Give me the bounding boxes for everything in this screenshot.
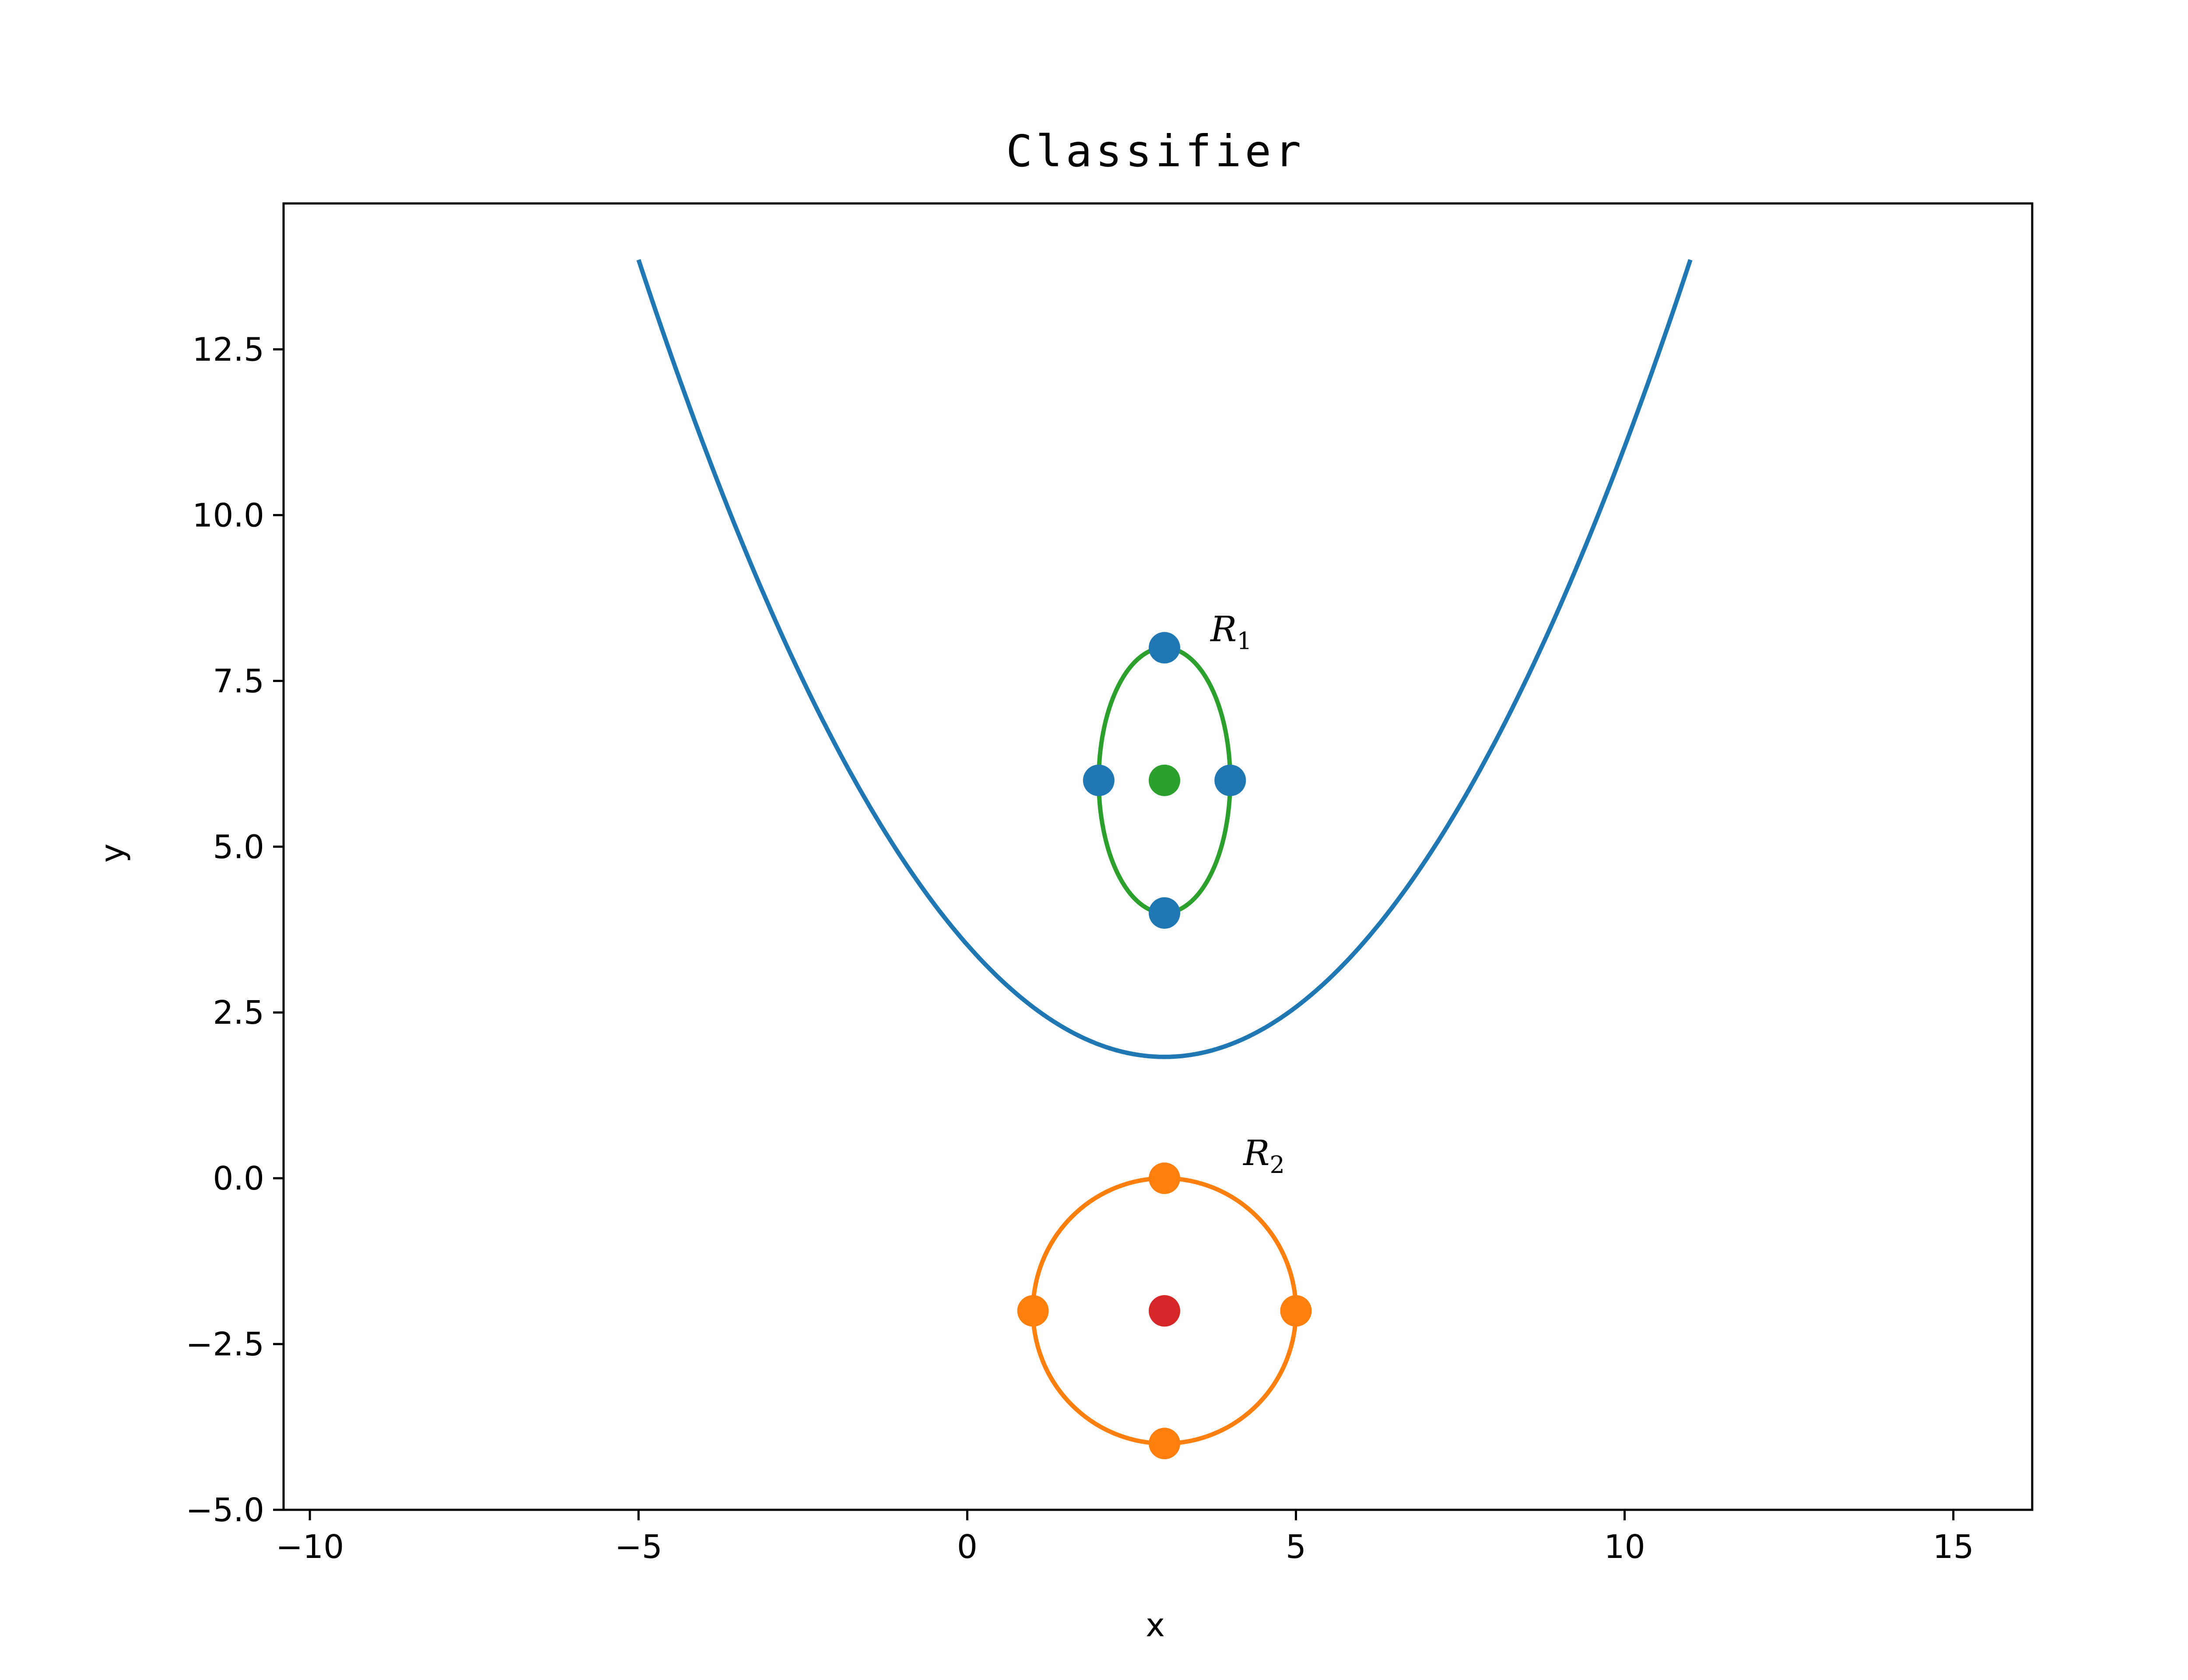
data-point	[1214, 764, 1246, 796]
y-tick-label: 0.0	[213, 1160, 264, 1197]
y-tick-label: −5.0	[186, 1491, 264, 1529]
data-point	[1149, 764, 1181, 796]
decision-boundary-curve	[636, 259, 1693, 1059]
y-tick-label: 5.0	[213, 828, 264, 866]
region-label-2: R2	[1242, 1133, 1285, 1179]
y-tick-label: 12.5	[192, 331, 264, 368]
x-tick-label: −10	[276, 1528, 344, 1566]
data-point	[1149, 1162, 1181, 1194]
x-axis-label: x	[1146, 1606, 1165, 1644]
y-axis: −5.0 −2.5 0.0 2.5 5.0 7.5 10.0 12.5	[186, 331, 284, 1529]
data-point	[1017, 1295, 1049, 1327]
chart-title: Classifier	[1006, 126, 1304, 177]
annotations: R1 R2	[1210, 609, 1285, 1178]
x-tick-label: 10	[1604, 1528, 1645, 1566]
region-label-1: R1	[1210, 609, 1252, 654]
x-tick-label: −5	[615, 1528, 663, 1566]
data-point	[1149, 897, 1181, 929]
x-tick-label: 0	[957, 1528, 978, 1566]
y-tick-label: −2.5	[186, 1326, 264, 1363]
y-tick-label: 10.0	[192, 497, 264, 534]
data-point	[1149, 1295, 1181, 1327]
x-tick-label: 15	[1933, 1528, 1974, 1566]
plot-frame	[282, 202, 2034, 1511]
y-tick-label: 2.5	[213, 994, 264, 1032]
x-tick-label: 5	[1286, 1528, 1306, 1566]
y-tick-label: 7.5	[213, 662, 264, 700]
y-axis-label: y	[94, 844, 131, 863]
plot-area	[636, 259, 1693, 1460]
data-point	[1149, 1428, 1181, 1460]
data-point	[1280, 1295, 1312, 1327]
data-point	[1149, 632, 1181, 664]
x-axis: −10 −5 0 5 10 15	[276, 1510, 1974, 1566]
data-point	[1083, 764, 1115, 796]
